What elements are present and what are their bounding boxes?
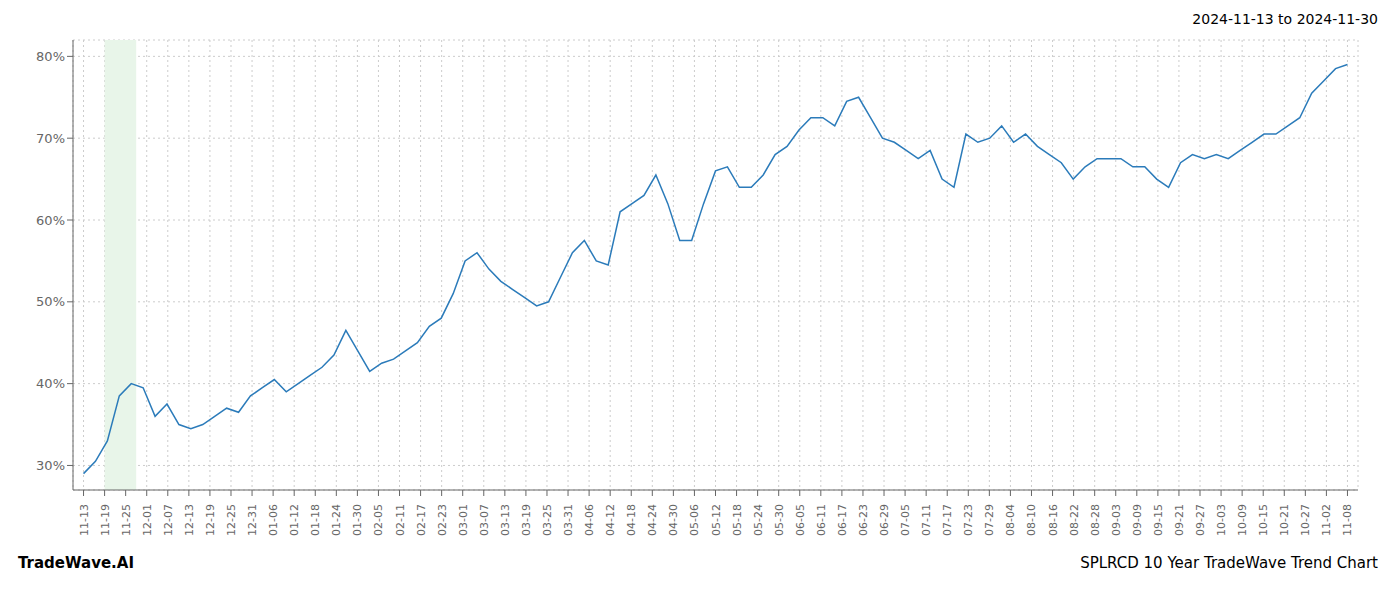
svg-text:12-07: 12-07 — [162, 504, 175, 536]
svg-text:09-21: 09-21 — [1173, 504, 1186, 536]
svg-text:03-01: 03-01 — [457, 504, 470, 536]
svg-text:03-31: 03-31 — [562, 504, 575, 536]
svg-text:06-05: 06-05 — [794, 504, 807, 536]
svg-text:11-19: 11-19 — [99, 504, 112, 536]
svg-text:12-13: 12-13 — [183, 504, 196, 536]
svg-text:07-23: 07-23 — [962, 504, 975, 536]
svg-text:70%: 70% — [36, 131, 65, 146]
svg-text:11-25: 11-25 — [120, 504, 133, 536]
svg-text:01-06: 01-06 — [267, 504, 280, 536]
svg-text:80%: 80% — [36, 49, 65, 64]
svg-text:07-29: 07-29 — [983, 504, 996, 536]
svg-text:50%: 50% — [36, 294, 65, 309]
svg-text:09-27: 09-27 — [1194, 504, 1207, 536]
svg-text:10-09: 10-09 — [1236, 504, 1249, 536]
svg-text:09-09: 09-09 — [1131, 504, 1144, 536]
svg-text:06-23: 06-23 — [857, 504, 870, 536]
svg-text:01-30: 01-30 — [351, 504, 364, 536]
svg-text:02-05: 02-05 — [372, 504, 385, 536]
svg-text:06-17: 06-17 — [836, 504, 849, 536]
svg-text:03-25: 03-25 — [541, 504, 554, 536]
svg-text:06-29: 06-29 — [878, 504, 891, 536]
svg-text:08-28: 08-28 — [1089, 504, 1102, 536]
svg-text:07-17: 07-17 — [941, 504, 954, 536]
svg-text:11-13: 11-13 — [78, 504, 91, 536]
svg-text:40%: 40% — [36, 376, 65, 391]
svg-text:04-30: 04-30 — [667, 504, 680, 536]
svg-text:04-06: 04-06 — [583, 504, 596, 536]
svg-text:04-24: 04-24 — [646, 504, 659, 536]
svg-text:01-12: 01-12 — [288, 504, 301, 536]
svg-text:07-11: 07-11 — [920, 504, 933, 536]
html-text:SPLRCD 10 Year TradeWave Trend: SPLRCD 10 Year TradeWave Trend Chart — [1080, 554, 1378, 572]
svg-text:02-11: 02-11 — [394, 504, 407, 536]
svg-text:11-02: 11-02 — [1320, 504, 1333, 536]
svg-text:07-05: 07-05 — [899, 504, 912, 536]
svg-text:10-03: 10-03 — [1215, 504, 1228, 536]
svg-text:08-16: 08-16 — [1047, 504, 1060, 536]
svg-text:10-27: 10-27 — [1299, 504, 1312, 536]
html-text:2024-11-13 to 2024-11-30: 2024-11-13 to 2024-11-30 — [1192, 11, 1378, 27]
svg-text:11-08: 11-08 — [1341, 504, 1354, 536]
svg-text:05-18: 05-18 — [731, 504, 744, 536]
svg-text:01-24: 01-24 — [330, 504, 343, 536]
svg-text:02-17: 02-17 — [415, 504, 428, 536]
svg-text:10-15: 10-15 — [1257, 504, 1270, 536]
svg-text:03-19: 03-19 — [520, 504, 533, 536]
svg-text:05-06: 05-06 — [688, 504, 701, 536]
svg-text:04-18: 04-18 — [625, 504, 638, 536]
svg-text:08-10: 08-10 — [1025, 504, 1038, 536]
svg-text:12-25: 12-25 — [225, 504, 238, 536]
svg-text:12-01: 12-01 — [141, 504, 154, 536]
svg-text:05-24: 05-24 — [752, 504, 765, 536]
svg-text:10-21: 10-21 — [1278, 504, 1291, 536]
svg-text:02-23: 02-23 — [436, 504, 449, 536]
svg-text:04-12: 04-12 — [604, 504, 617, 536]
svg-text:08-22: 08-22 — [1068, 504, 1081, 536]
html-text:TradeWave.AI: TradeWave.AI — [18, 554, 134, 572]
svg-text:30%: 30% — [36, 458, 65, 473]
svg-text:01-18: 01-18 — [309, 504, 322, 536]
svg-text:09-15: 09-15 — [1152, 504, 1165, 536]
svg-text:05-12: 05-12 — [710, 504, 723, 536]
svg-text:06-11: 06-11 — [815, 504, 828, 536]
svg-text:03-07: 03-07 — [478, 504, 491, 536]
svg-text:05-30: 05-30 — [773, 504, 786, 536]
svg-text:08-04: 08-04 — [1004, 504, 1017, 536]
svg-text:09-03: 09-03 — [1110, 504, 1123, 536]
svg-text:12-31: 12-31 — [246, 504, 259, 536]
svg-text:12-19: 12-19 — [204, 504, 217, 536]
svg-text:60%: 60% — [36, 213, 65, 228]
svg-text:03-13: 03-13 — [499, 504, 512, 536]
